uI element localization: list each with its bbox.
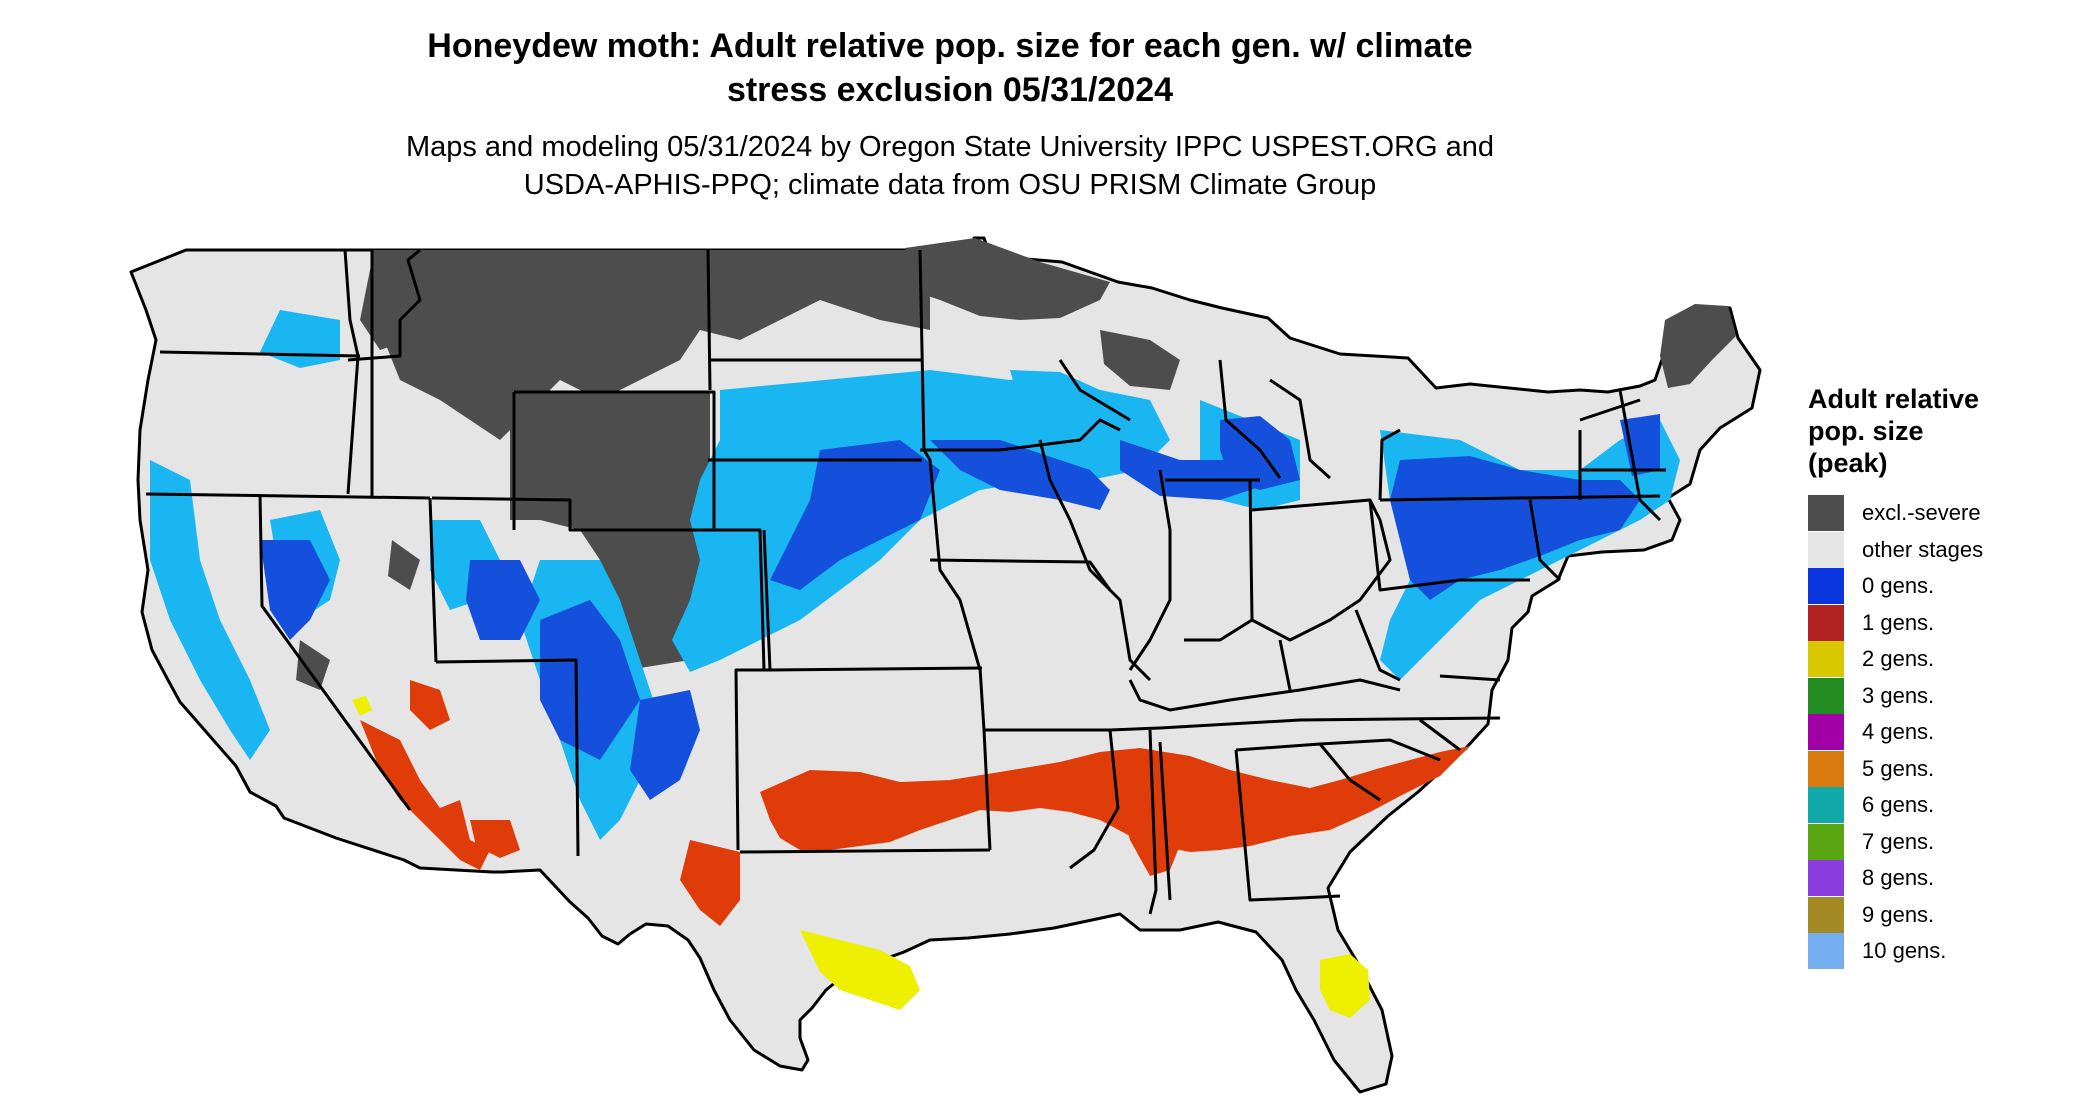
legend-label: 3 gens. <box>1862 682 1935 708</box>
legend-label: 0 gens. <box>1862 573 1935 599</box>
legend-swatch <box>1808 568 1844 605</box>
legend-item: 9 gens. <box>1808 896 2058 934</box>
legend-item: 6 gens. <box>1808 787 2058 824</box>
legend-item: excl.-severe <box>1808 495 2058 532</box>
legend-item: 3 gens. <box>1808 677 2058 715</box>
legend-item: 5 gens. <box>1808 750 2058 788</box>
title-line-1: Honeydew moth: Adult relative pop. size … <box>427 27 1473 65</box>
one-gen-regions <box>360 680 1470 926</box>
legend-title-line-2: pop. size <box>1808 416 1924 446</box>
conus-land <box>129 236 1762 1094</box>
state-boundaries <box>145 248 1666 915</box>
subtitle-line-1: Maps and modeling 05/31/2024 by Oregon S… <box>405 131 1495 163</box>
legend-label: 2 gens. <box>1862 646 1935 672</box>
zero-gen-dark-regions <box>260 414 1660 800</box>
legend-label: 10 gens. <box>1862 938 1947 964</box>
legend-item: other stages <box>1808 531 2058 569</box>
map-subtitle: Maps and modeling 05/31/2024 by Oregon S… <box>280 128 1620 204</box>
legend-item: 8 gens. <box>1808 860 2058 897</box>
legend-swatch <box>1808 933 1844 970</box>
legend-swatch <box>1808 495 1844 532</box>
legend-swatch <box>1808 677 1844 714</box>
legend-label: 8 gens. <box>1862 865 1935 891</box>
legend-swatch <box>1808 787 1844 824</box>
map-legend: Adult relative pop. size (peak) excl.-se… <box>1808 383 2058 970</box>
legend-label: 7 gens. <box>1862 828 1935 854</box>
map-title: Honeydew moth: Adult relative pop. size … <box>280 24 1620 112</box>
legend-label: 1 gens. <box>1862 609 1935 635</box>
legend-swatch <box>1808 750 1844 787</box>
legend-item: 7 gens. <box>1808 823 2058 861</box>
legend-title: Adult relative pop. size (peak) <box>1808 383 2058 479</box>
legend-label: 6 gens. <box>1862 792 1935 818</box>
legend-item: 0 gens. <box>1808 568 2058 605</box>
title-line-2: stress exclusion 05/31/2024 <box>726 71 1174 109</box>
legend-swatch <box>1808 604 1844 641</box>
legend-item: 10 gens. <box>1808 933 2058 970</box>
legend-item: 1 gens. <box>1808 604 2058 642</box>
legend-label: 4 gens. <box>1862 719 1935 745</box>
legend-label: excl.-severe <box>1862 500 1981 526</box>
legend-label: 9 gens. <box>1862 901 1935 927</box>
legend-swatch <box>1808 823 1844 860</box>
legend-items: excl.-severe other stages 0 gens. 1 gens. 2 … <box>1808 495 2058 970</box>
legend-swatch <box>1808 896 1844 933</box>
legend-label: other stages <box>1862 536 1984 562</box>
legend-item: 4 gens. <box>1808 714 2058 751</box>
legend-swatch <box>1808 714 1844 751</box>
subtitle-line-2: USDA-APHIS-PPQ; climate data from OSU PR… <box>523 169 1377 201</box>
legend-label: 5 gens. <box>1862 755 1935 781</box>
two-gen-regions <box>352 696 1370 1018</box>
legend-title-line-1: Adult relative <box>1808 384 1980 414</box>
legend-swatch <box>1808 641 1844 678</box>
legend-item: 2 gens. <box>1808 641 2058 678</box>
legend-swatch <box>1808 860 1844 897</box>
legend-title-line-3: (peak) <box>1808 448 1888 478</box>
legend-swatch <box>1808 531 1844 568</box>
